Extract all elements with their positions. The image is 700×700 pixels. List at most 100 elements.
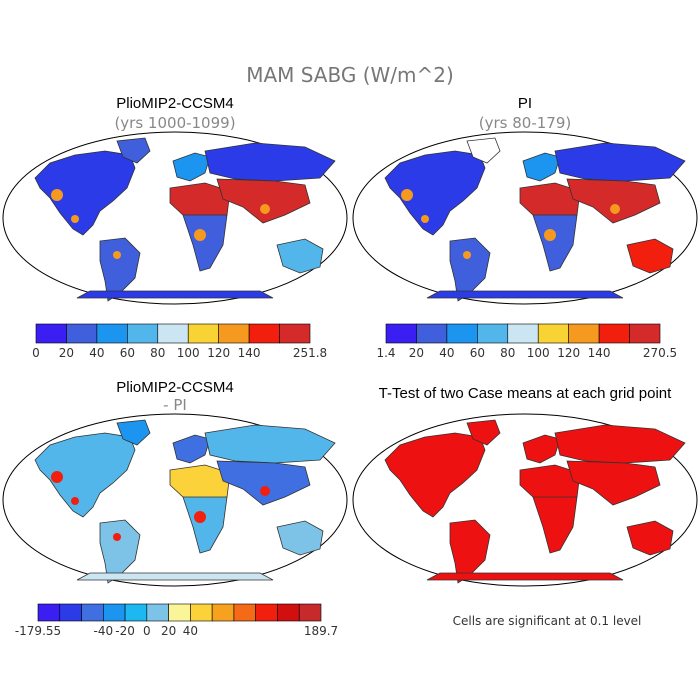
colorbar-cell	[233, 603, 256, 622]
colorbar-cell	[446, 323, 478, 344]
panel-ttest: T-Test of two Case means at each grid po…	[352, 385, 698, 628]
hot-spot-1	[401, 189, 413, 201]
colorbar-tick-label: 1.4	[376, 346, 395, 360]
panel-pi: PI (yrs 80-179) 1.4 20 40 60 80 100 120 140 270.…	[352, 95, 698, 360]
region-north-america	[384, 432, 486, 518]
colorbar-tick-label: 60	[470, 346, 485, 360]
panel-ccsm4: PlioMIP2-CCSM4 (yrs 1000-1099) 0 20 40 60 80…	[2, 95, 348, 360]
map-land	[34, 137, 336, 302]
colorbar-cell	[190, 603, 213, 622]
hot-spot-2	[194, 229, 206, 241]
hot-spot-4	[421, 215, 429, 223]
hot-spot-4	[421, 497, 429, 505]
colorbar-cell	[416, 323, 448, 344]
region-europe	[522, 152, 561, 182]
colorbar-cell	[146, 603, 169, 622]
hot-spot-2	[544, 511, 556, 523]
panel-title: T-Test of two Case means at each grid po…	[379, 385, 672, 402]
region-australia	[626, 238, 674, 274]
colorbar-tick-label: 270.5	[643, 346, 677, 360]
region-greenland	[466, 419, 501, 446]
panel-subtitle: - PI	[163, 396, 187, 414]
colorbar-cell	[598, 323, 630, 344]
colorbar-tick-label: 100	[527, 346, 550, 360]
colorbar-tick-label: 20	[161, 624, 176, 638]
hot-spot-4	[71, 215, 79, 223]
colorbar-tick-label: 40	[439, 346, 454, 360]
map-ccsm4	[2, 131, 348, 305]
hot-spot-1	[51, 189, 63, 201]
panel-title: PlioMIP2-CCSM4	[116, 379, 234, 396]
colorbar-tick-label: 80	[150, 346, 165, 360]
region-antarctica	[426, 572, 624, 581]
region-asia-south	[566, 460, 661, 506]
colorbar-tick-label: 80	[500, 346, 515, 360]
region-africa-south	[532, 214, 578, 272]
colorbar-cell	[157, 323, 189, 344]
map-diff	[2, 413, 348, 587]
colorbar-tick-label: 251.8	[293, 346, 327, 360]
hot-spot-3	[463, 533, 471, 541]
significance-note: Cells are significant at 0.1 level	[453, 614, 642, 628]
map-pi	[352, 131, 698, 305]
colorbar-tick-label: -179.55	[15, 624, 61, 638]
region-greenland	[116, 419, 151, 446]
colorbar-pi: 1.4 20 40 60 80 100 120 140 270.5	[376, 323, 677, 360]
colorbar-tick-label: 140	[588, 346, 611, 360]
hot-spot-3	[113, 251, 121, 259]
colorbar-cell	[629, 323, 661, 344]
hot-spot-5	[260, 204, 270, 214]
colorbar-tick-label: 0	[32, 346, 40, 360]
hot-spot-3	[463, 251, 471, 259]
hot-spot-5	[260, 486, 270, 496]
panel-subtitle: (yrs 80-179)	[479, 114, 571, 132]
region-australia	[276, 520, 324, 556]
colorbar-cell	[37, 603, 61, 622]
region-asia-north	[554, 142, 686, 182]
region-north-america	[384, 150, 486, 236]
colorbar-tick-label: 40	[89, 346, 104, 360]
region-asia-south	[216, 178, 311, 224]
colorbar-cell	[66, 323, 98, 344]
hot-spot-1	[51, 471, 63, 483]
colorbar-tick-label: -40	[94, 624, 114, 638]
colorbar-cell	[255, 603, 278, 622]
colorbar-tick-label: 0	[143, 624, 151, 638]
panel-diff: PlioMIP2-CCSM4 - PI -179.55 -40 -20 0 20 40 18…	[2, 379, 348, 638]
colorbar-cell	[537, 323, 569, 344]
colorbar-cell	[35, 323, 67, 344]
colorbar-cell	[298, 603, 322, 622]
colorbar-cell	[277, 603, 300, 622]
colorbar-tick-label: 120	[207, 346, 230, 360]
region-africa-south	[532, 496, 578, 554]
region-europe	[172, 434, 211, 464]
region-africa-south	[182, 496, 228, 554]
colorbar-cell	[279, 323, 311, 344]
colorbar-tick-label: 100	[177, 346, 200, 360]
colorbar-cell	[187, 323, 219, 344]
colorbar-tick-label: 20	[59, 346, 74, 360]
colorbar-ccsm4: 0 20 40 60 80 100 120 140 251.8	[32, 323, 327, 360]
hot-spot-2	[194, 511, 206, 523]
region-australia	[626, 520, 674, 556]
colorbar-cell	[168, 603, 191, 622]
colorbar-cell	[385, 323, 417, 344]
region-north-america	[34, 432, 136, 518]
map-ttest	[352, 413, 698, 587]
hot-spot-3	[113, 533, 121, 541]
panel-title: PlioMIP2-CCSM4	[116, 95, 234, 112]
region-asia-north	[554, 424, 686, 464]
colorbar-tick-label: 60	[120, 346, 135, 360]
map-land	[34, 419, 336, 584]
colorbar-tick-label: 189.7	[304, 624, 338, 638]
region-australia	[276, 238, 324, 274]
region-europe	[172, 152, 211, 182]
colorbar-cell	[103, 603, 126, 622]
region-greenland	[466, 137, 501, 164]
colorbar-tick-label: -20	[115, 624, 135, 638]
colorbar-cell	[568, 323, 600, 344]
panel-title: PI	[518, 95, 532, 112]
region-greenland	[116, 137, 151, 164]
colorbar-cell	[507, 323, 539, 344]
